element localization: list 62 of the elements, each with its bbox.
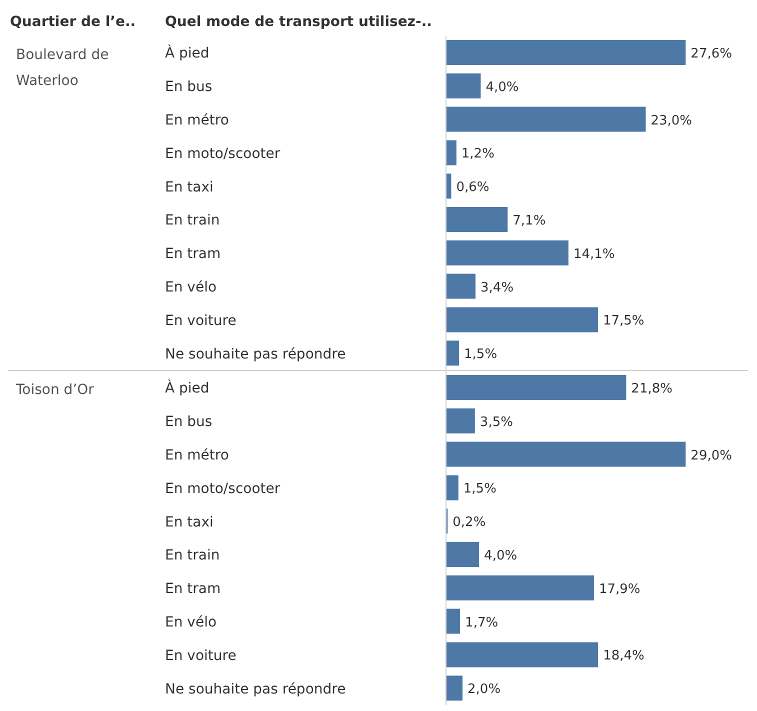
y-tick-label: En train — [165, 548, 220, 564]
bar — [446, 475, 458, 500]
bar — [446, 375, 626, 400]
y-tick-label: En vélo — [165, 614, 217, 630]
y-tick-label: En voiture — [165, 648, 236, 664]
bar — [446, 40, 686, 66]
text: Quel mode de transport utilisez-.. — [165, 14, 432, 30]
y-tick-label: En tram — [165, 246, 221, 262]
bar — [446, 207, 508, 232]
bar — [446, 442, 686, 467]
data-label: 4,0% — [486, 80, 519, 95]
data-label: 18,4% — [603, 648, 644, 664]
text: Boulevard de Waterloo — [16, 46, 110, 91]
bar — [446, 240, 568, 266]
y-tick-label: En voiture — [165, 312, 236, 329]
data-label: 14,1% — [573, 246, 615, 262]
bar — [446, 340, 460, 366]
y-tick-label: À pied — [165, 380, 210, 397]
data-label: 1,5% — [464, 347, 498, 362]
data-label: 1,5% — [463, 482, 496, 497]
text: Toison d’Or — [16, 381, 95, 400]
data-label: 4,0% — [484, 548, 518, 564]
bar — [446, 274, 476, 299]
data-label: 7,1% — [512, 214, 546, 229]
y-tick-label: En train — [165, 212, 220, 229]
data-label: 3,5% — [480, 414, 513, 430]
data-label: 17,5% — [602, 314, 644, 329]
y-tick-label: En bus — [165, 414, 212, 430]
y-tick-label: En métro — [165, 448, 229, 464]
y-tick-label: En moto/scooter — [165, 480, 280, 497]
data-label: 23,0% — [650, 113, 692, 128]
y-tick-label: En métro — [165, 112, 229, 128]
data-label: 0,6% — [456, 180, 490, 196]
data-label: 27,6% — [690, 46, 732, 62]
data-label: 1,7% — [465, 615, 498, 630]
text: Quartier de l’e.. — [10, 14, 136, 30]
y-tick-label: En vélo — [165, 280, 217, 296]
bar — [446, 307, 598, 332]
y-tick-label: À pied — [165, 44, 210, 62]
bar — [446, 542, 480, 568]
data-label: 1,2% — [461, 146, 494, 162]
y-tick-label: Ne souhaite pas répondre — [165, 681, 346, 698]
bar — [446, 408, 475, 434]
bar — [446, 575, 594, 600]
data-label: 3,4% — [480, 280, 514, 296]
data-label: 0,2% — [452, 515, 486, 530]
data-label: 21,8% — [631, 382, 672, 397]
data-label: 29,0% — [690, 448, 732, 464]
bar — [446, 106, 646, 132]
bar — [446, 73, 481, 98]
bar — [446, 608, 460, 634]
y-tick-label: En bus — [165, 79, 212, 96]
bar — [446, 676, 463, 701]
y-tick-label: En taxi — [165, 514, 214, 530]
bar — [446, 140, 456, 166]
bar — [446, 642, 598, 668]
y-tick-label: Ne souhaite pas répondre — [165, 346, 346, 362]
y-tick-label: En tram — [165, 581, 221, 598]
data-label: 17,9% — [598, 582, 640, 597]
y-tick-label: En taxi — [165, 179, 214, 196]
data-label: 2,0% — [468, 682, 501, 698]
y-tick-label: En moto/scooter — [165, 146, 280, 162]
